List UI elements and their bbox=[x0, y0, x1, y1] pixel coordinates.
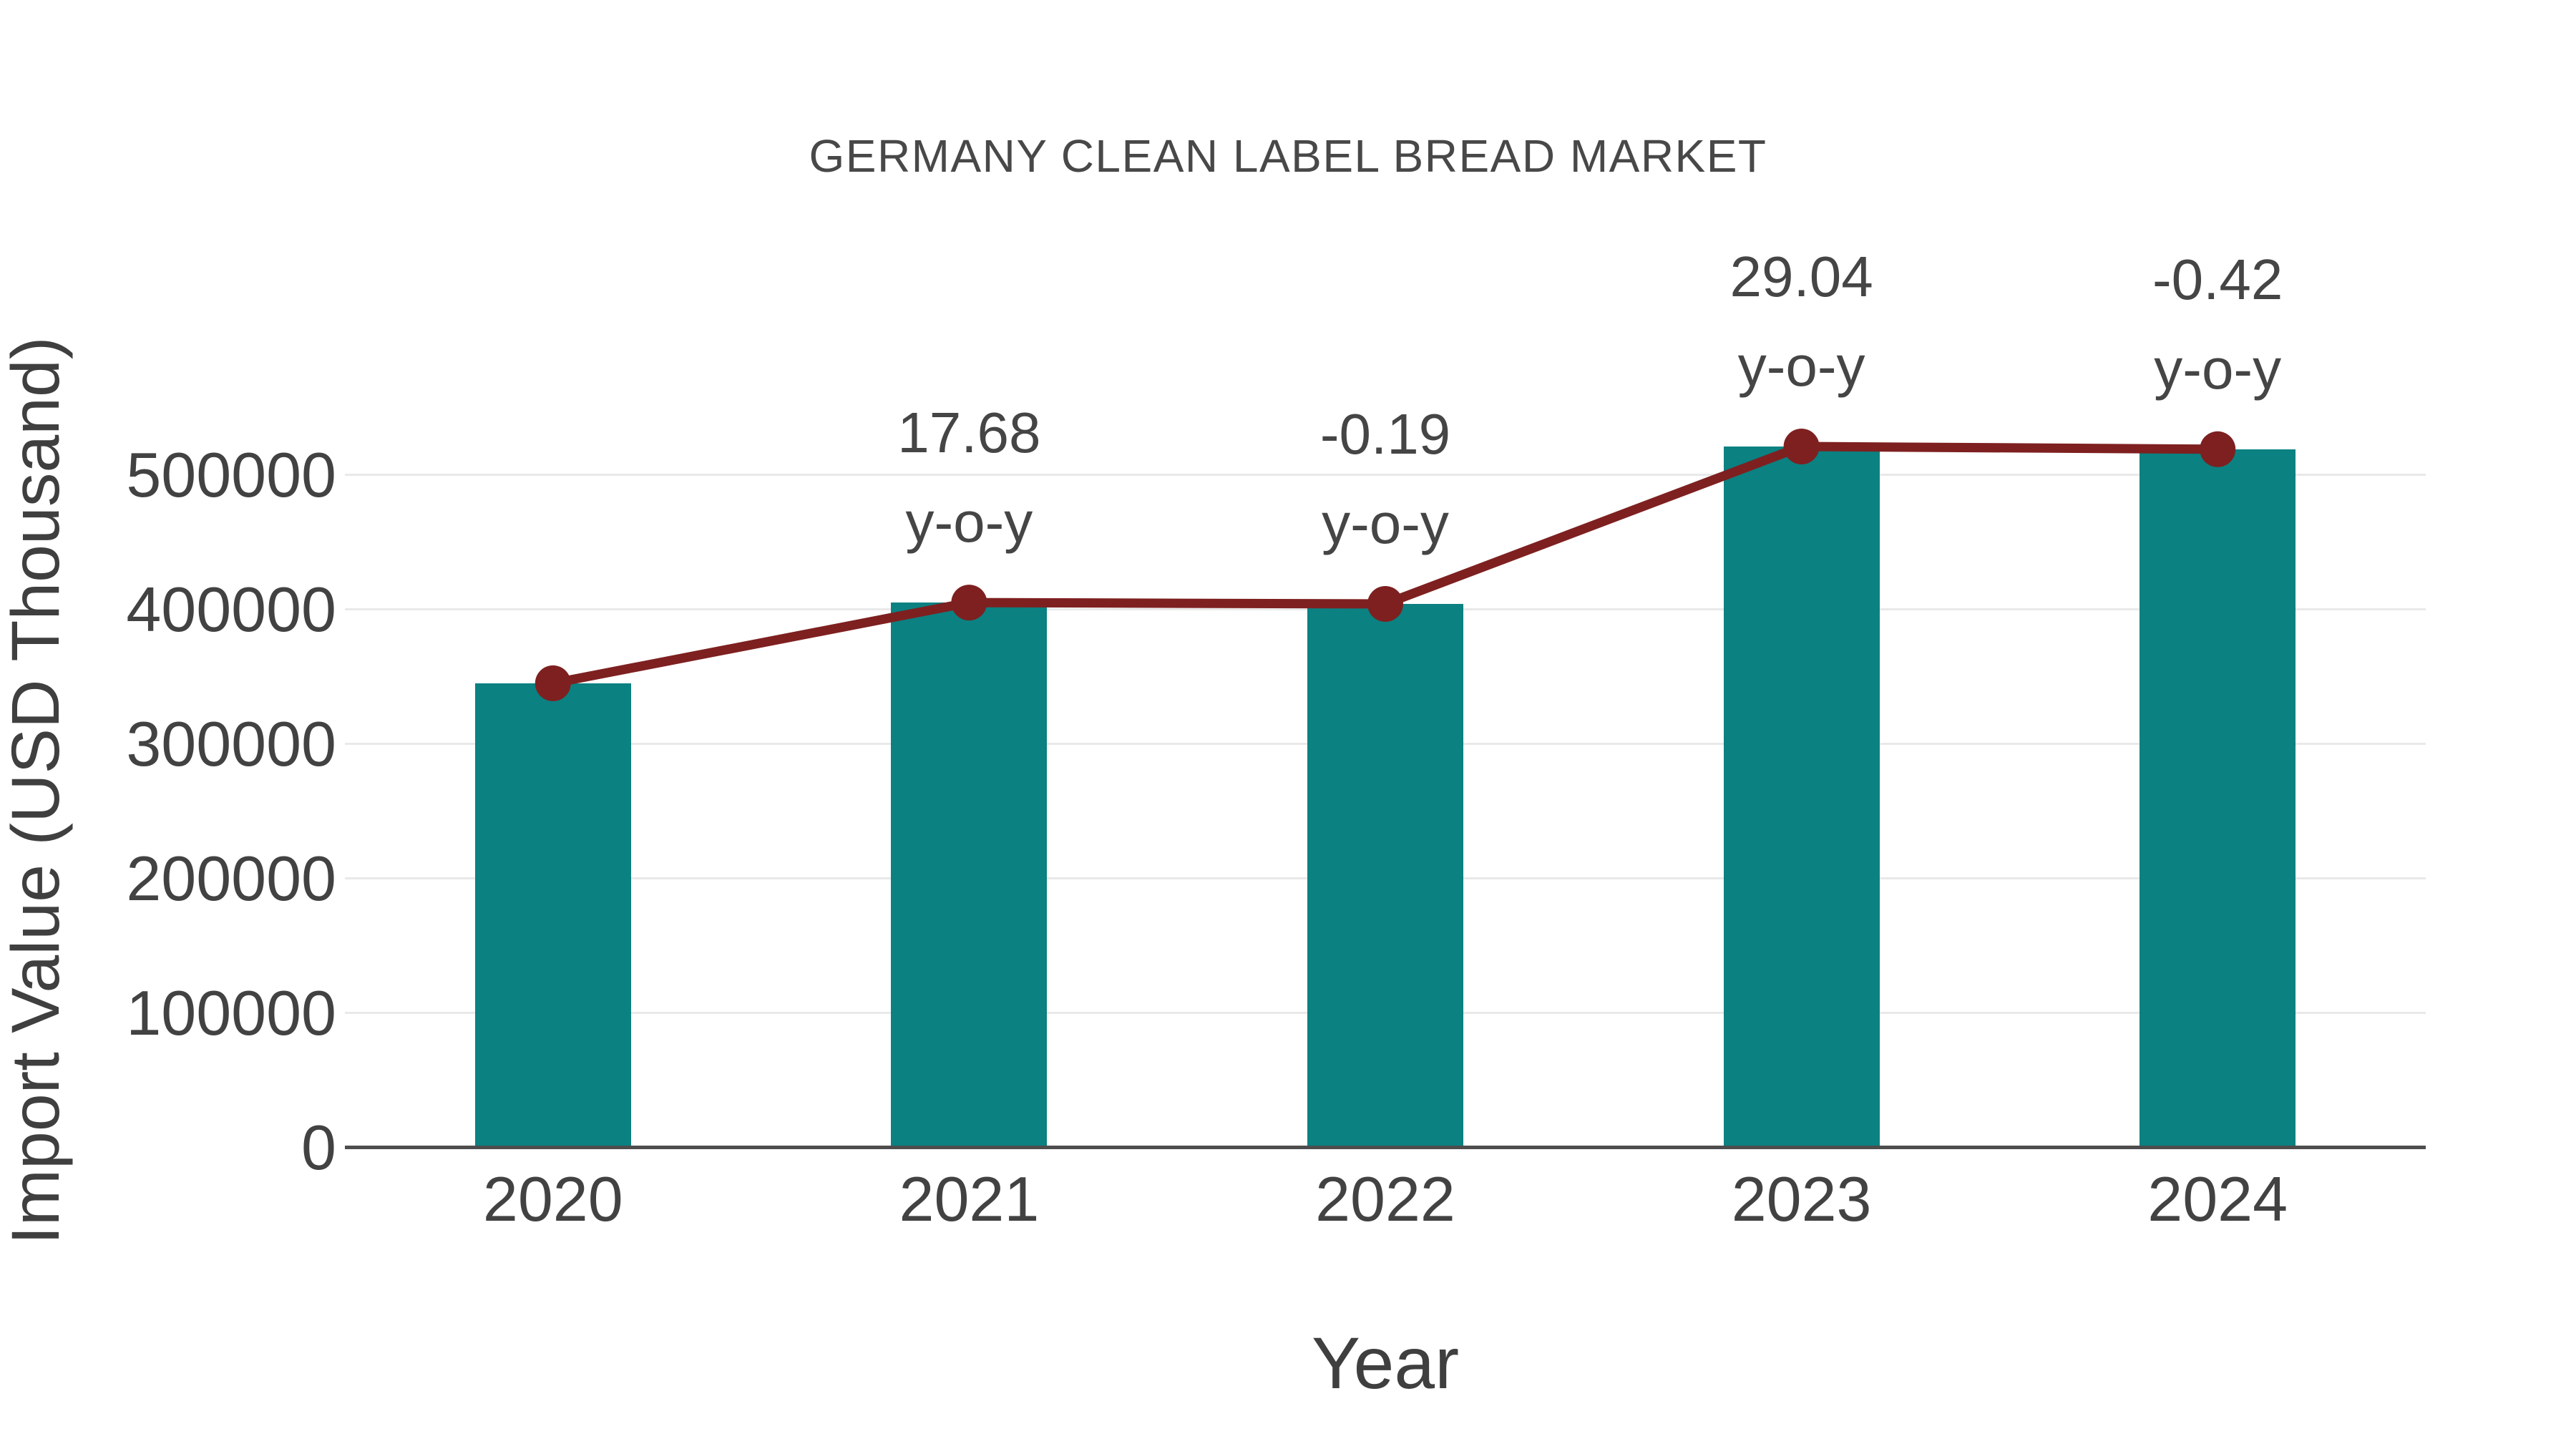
chart-title: GERMANY CLEAN LABEL BREAD MARKET bbox=[809, 130, 1767, 182]
x-axis-tick-label-2023: 2023 bbox=[1731, 1163, 1872, 1234]
y-axis-tick-label: 400000 bbox=[126, 573, 336, 645]
y-axis-tick-label: 0 bbox=[301, 1111, 336, 1183]
x-axis-line bbox=[345, 1146, 2426, 1149]
bar-2023 bbox=[1723, 447, 1880, 1148]
y-axis-tick-label: 500000 bbox=[126, 439, 336, 510]
bar-2024 bbox=[2140, 449, 2296, 1148]
yoy-value: 29.04 bbox=[1729, 245, 1873, 309]
yoy-label: y-o-y bbox=[2154, 336, 2282, 401]
yoy-value: 17.68 bbox=[897, 401, 1041, 465]
yoy-annotation-2022: -0.19 y-o-y bbox=[1185, 389, 1586, 568]
yoy-label: y-o-y bbox=[1322, 491, 1449, 555]
yoy-value: -0.19 bbox=[1319, 401, 1451, 466]
y-axis-tick-label: 300000 bbox=[126, 708, 336, 779]
yoy-label: y-o-y bbox=[905, 490, 1033, 555]
bar-2021 bbox=[891, 602, 1048, 1148]
yoy-annotation-2024: -0.42 y-o-y bbox=[2017, 235, 2418, 414]
y-axis-tick-label: 200000 bbox=[126, 842, 336, 914]
x-axis-tick-label-2020: 2020 bbox=[482, 1163, 623, 1234]
bar-2022 bbox=[1307, 603, 1463, 1148]
x-axis-tick-label-2022: 2022 bbox=[1315, 1163, 1455, 1234]
y-axis-tick-label: 100000 bbox=[126, 977, 336, 1048]
yoy-label: y-o-y bbox=[1737, 334, 1865, 399]
x-axis-tick-label-2021: 2021 bbox=[899, 1163, 1040, 1234]
x-axis-title: Year bbox=[1311, 1322, 1460, 1404]
yoy-annotation-2021: 17.68 y-o-y bbox=[769, 388, 1169, 567]
bar-2020 bbox=[474, 683, 631, 1148]
x-axis-tick-label-2024: 2024 bbox=[2147, 1163, 2288, 1234]
yoy-value: -0.42 bbox=[2152, 247, 2283, 311]
yoy-annotation-2023: 29.04 y-o-y bbox=[1601, 232, 2002, 411]
